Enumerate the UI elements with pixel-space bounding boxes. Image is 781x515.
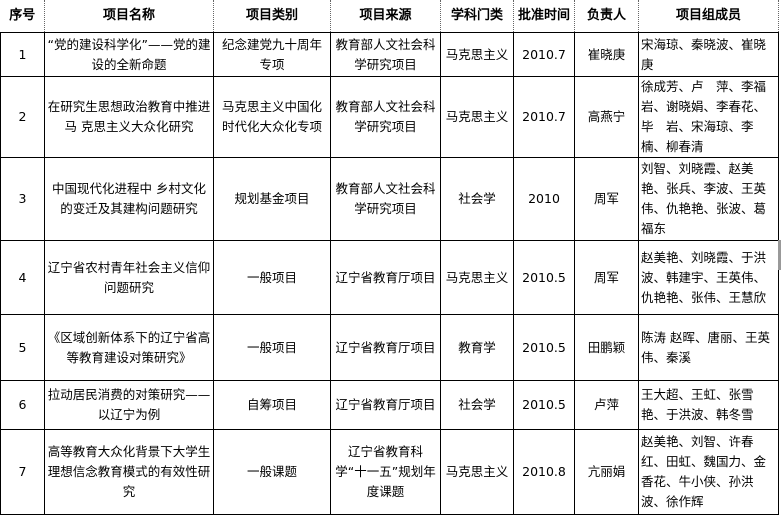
table-row: 1 “党的建设科学化”——党的建设的全新命题 纪念建党九十周年专项 教育部人文社会科学… [0, 32, 779, 77]
cell-name: 中国现代化进程中 乡村文化的变迁及其建构问题研究 [44, 157, 214, 241]
cell-no: 6 [0, 380, 45, 430]
header-category: 项目类别 [213, 0, 331, 33]
cell-discipline: 马克思主义 [440, 32, 514, 77]
cell-source: 教育部人文社会科学研究项目 [330, 157, 441, 241]
cell-name: 在研究生思想政治教育中推进马 克思主义大众化研究 [44, 76, 214, 158]
cell-members: 赵美艳、刘智、许春红、田虹、魏国力、金香花、牛小侠、孙洪波、徐作辉 [638, 429, 779, 515]
cell-discipline: 社会学 [440, 157, 514, 241]
header-date: 批准时间 [513, 0, 575, 33]
cell-no: 3 [0, 157, 45, 241]
cell-members: 刘智、刘晓霞、赵美艳、张兵、李波、王英伟、仇艳艳、张波、葛福东 [638, 157, 779, 241]
cell-members: 宋海琼、秦晓波、崔晓庚 [638, 32, 779, 77]
cell-discipline: 社会学 [440, 380, 514, 430]
cell-source: 教育部人文社会科学研究项目 [330, 32, 441, 77]
header-row: 序号 项目名称 项目类别 项目来源 学科门类 批准时间 负责人 项目组成员 [0, 0, 779, 33]
cell-source: 教育部人文社会科学研究项目 [330, 76, 441, 158]
cell-source: 辽宁省教育厅项目 [330, 314, 441, 381]
cell-discipline: 教育学 [440, 314, 514, 381]
header-discipline: 学科门类 [440, 0, 514, 33]
cell-leader: 高燕宁 [574, 76, 639, 158]
cell-source: 辽宁省教育厅项目 [330, 380, 441, 430]
cell-category: 马克思主义中国化时代化大众化专项 [213, 76, 331, 158]
cell-leader: 周军 [574, 240, 639, 315]
header-leader: 负责人 [574, 0, 639, 33]
cell-name: “党的建设科学化”——党的建设的全新命题 [44, 32, 214, 77]
table-row: 4 辽宁省农村青年社会主义信仰问题研究 一般项目 辽宁省教育厅项目 马克思主义 2010.… [0, 240, 779, 315]
cell-category: 一般项目 [213, 240, 331, 315]
cell-no: 7 [0, 429, 45, 515]
table-row: 2 在研究生思想政治教育中推进马 克思主义大众化研究 马克思主义中国化时代化大众化专… [0, 76, 779, 158]
cell-members: 王大超、王虹、张雪艳、于洪波、韩冬雪 [638, 380, 779, 430]
cell-members: 陈涛 赵晖、唐丽、王英伟、秦溪 [638, 314, 779, 381]
table-row: 6 拉动居民消费的对策研究——以辽宁为例 自筹项目 辽宁省教育厅项目 社会学 2010.5… [0, 380, 779, 430]
cell-no: 1 [0, 32, 45, 77]
cell-leader: 周军 [574, 157, 639, 241]
cell-category: 自筹项目 [213, 380, 331, 430]
header-name: 项目名称 [44, 0, 214, 33]
cell-date: 2010.5 [513, 240, 575, 315]
cell-category: 纪念建党九十周年专项 [213, 32, 331, 77]
cell-date: 2010.7 [513, 76, 575, 158]
table-row: 5 《区域创新体系下的辽宁省高等教育建设对策研究》 一般项目 辽宁省教育厅项目 教育学 2… [0, 314, 779, 381]
cell-no: 5 [0, 314, 45, 381]
cell-leader: 卢萍 [574, 380, 639, 430]
cell-source: 辽宁省教育厅项目 [330, 240, 441, 315]
cell-name: 拉动居民消费的对策研究——以辽宁为例 [44, 380, 214, 430]
header-no: 序号 [0, 0, 45, 33]
cell-category: 一般项目 [213, 314, 331, 381]
cell-discipline: 马克思主义 [440, 76, 514, 158]
cell-no: 2 [0, 76, 45, 158]
cell-source: 辽宁省教育科学“十一五”规划年度课题 [330, 429, 441, 515]
cell-name: 《区域创新体系下的辽宁省高等教育建设对策研究》 [44, 314, 214, 381]
cell-leader: 亢丽娟 [574, 429, 639, 515]
cell-category: 规划基金项目 [213, 157, 331, 241]
cell-members: 赵美艳、刘晓霞、于洪波、韩建宇、王英伟、仇艳艳、张伟、王慧欣 [638, 240, 779, 315]
cell-no: 4 [0, 240, 45, 315]
cell-category: 一般课题 [213, 429, 331, 515]
cell-name: 高等教育大众化背景下大学生理想信念教育模式的有效性研究 [44, 429, 214, 515]
header-source: 项目来源 [330, 0, 441, 33]
cell-discipline: 马克思主义 [440, 240, 514, 315]
cell-date: 2010.7 [513, 32, 575, 77]
cell-date: 2010 [513, 157, 575, 241]
cell-members: 徐成芳、卢 萍、李福岩、谢晓娟、李春花、毕 岩、宋海琼、李楠、柳春清 [638, 76, 779, 158]
cell-date: 2010.5 [513, 380, 575, 430]
header-members: 项目组成员 [638, 0, 779, 33]
table-row: 7 高等教育大众化背景下大学生理想信念教育模式的有效性研究 一般课题 辽宁省教育科学“… [0, 429, 779, 515]
cell-leader: 田鹏颖 [574, 314, 639, 381]
cell-date: 2010.8 [513, 429, 575, 515]
cell-date: 2010.5 [513, 314, 575, 381]
cell-name: 辽宁省农村青年社会主义信仰问题研究 [44, 240, 214, 315]
scrollbar[interactable] [778, 240, 781, 270]
cell-leader: 崔晓庚 [574, 32, 639, 77]
table-row: 3 中国现代化进程中 乡村文化的变迁及其建构问题研究 规划基金项目 教育部人文社会科学… [0, 157, 779, 241]
cell-discipline: 马克思主义 [440, 429, 514, 515]
